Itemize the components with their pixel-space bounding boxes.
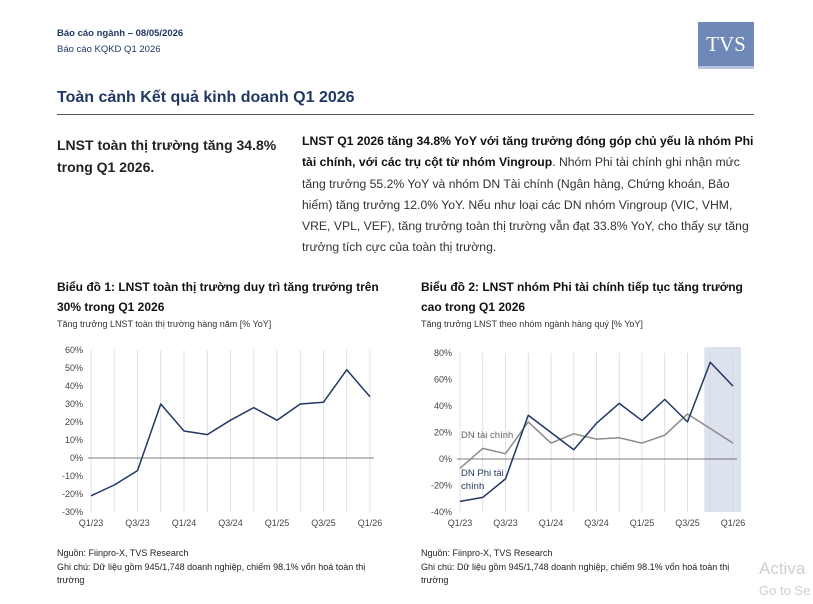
chart2-label-fin: DN tài chính xyxy=(461,430,513,441)
summary-bold-lead: LNST Q1 2026 tăng 34.8% YoY với tăng trư… xyxy=(302,134,754,170)
chart1-x-tick-label: Q1/24 xyxy=(172,518,197,528)
chart1-y-tick-label: -10% xyxy=(62,471,83,481)
chart2-x-tick-label: Q1/26 xyxy=(721,518,746,528)
chart2-label-nonfin: DN Phi tài chính xyxy=(461,468,504,492)
chart2-y-tick-label: 60% xyxy=(434,375,452,385)
chart1-y-tick-label: 10% xyxy=(65,435,83,445)
chart2-highlight-band xyxy=(704,347,741,512)
activation-watermark: Activa xyxy=(759,559,806,578)
summary-paragraph: LNST Q1 2026 tăng 34.8% YoY với tăng trư… xyxy=(302,131,758,259)
chart1-title: Biểu đồ 1: LNST toàn thị trường duy trì … xyxy=(57,280,379,314)
chart1-x-tick-label: Q3/25 xyxy=(311,518,336,528)
chart1-x-tick-label: Q3/24 xyxy=(218,518,243,528)
chart2-x-tick-label: Q1/24 xyxy=(539,518,564,528)
chart1-y-tick-label: -20% xyxy=(62,489,83,499)
chart1-plot: -30% -20% -10% 0% 10% 20% 30% 40% 50% 60% Q1/23 Q3/… xyxy=(62,345,383,528)
chart2-y-tick-label: 80% xyxy=(434,348,452,358)
chart1-y-tick-label: 30% xyxy=(65,399,83,409)
chart1-y-tick-label: -30% xyxy=(62,507,83,517)
chart2-x-tick-label: Q1/25 xyxy=(630,518,655,528)
chart2-x-tick-label: Q3/23 xyxy=(493,518,518,528)
chart1-x-tick-label: Q1/23 xyxy=(79,518,104,528)
activation-watermark-sub: Go to Se xyxy=(759,583,811,598)
chart1-source: Nguồn: Fiinpro-X, TVS Research xyxy=(57,548,189,558)
chart2-x-tick-label: Q1/23 xyxy=(448,518,473,528)
chart1-x-tick-label: Q1/25 xyxy=(265,518,290,528)
chart1-y-tick-label: 60% xyxy=(65,345,83,355)
chart2-y-tick-label: -20% xyxy=(431,481,452,491)
chart1-subtitle: Tăng trưởng LNST toàn thị trường hàng nă… xyxy=(57,319,272,329)
logo-underline xyxy=(698,66,754,69)
chart1-y-tick-label: 0% xyxy=(70,453,83,463)
report-subtitle: Báo cáo KQKD Q1 2026 xyxy=(57,44,161,55)
chart2-series-line-0 xyxy=(459,361,734,503)
summary-body: . Nhóm Phi tài chính ghi nhận mức tăng t… xyxy=(302,155,749,255)
section-rule xyxy=(57,114,754,115)
chart1-x-tick-label: Q1/26 xyxy=(358,518,383,528)
chart2-plot: -40% -20% 0% 20% 40% 60% 80% Q1/23 Q3/23 Q1/24 Q3/… xyxy=(431,347,746,528)
chart2-y-tick-label: 0% xyxy=(439,454,452,464)
chart2-x-tick-label: Q3/25 xyxy=(675,518,700,528)
chart1-y-tick-label: 40% xyxy=(65,381,83,391)
chart1-y-tick-label: 50% xyxy=(65,363,83,373)
chart2-y-tick-label: 40% xyxy=(434,401,452,411)
chart2-y-tick-label: 20% xyxy=(434,428,452,438)
tvs-logo: TVS xyxy=(698,22,754,66)
chart2-series-line-1 xyxy=(459,413,734,469)
chart2-x-tick-label: Q3/24 xyxy=(584,518,609,528)
chart1-note: Ghi chú: Dữ liệu gồm 945/1,748 doanh ngh… xyxy=(57,562,366,585)
chart1-series-line-0 xyxy=(90,369,371,497)
chart2-note: Ghi chú: Dữ liệu gồm 945/1,748 doanh ngh… xyxy=(421,562,730,585)
section-title: Toàn cảnh Kết quả kinh doanh Q1 2026 xyxy=(57,89,355,106)
chart1-x-tick-label: Q3/23 xyxy=(125,518,150,528)
summary-headline: LNST toàn thị trường tăng 34.8% trong Q1… xyxy=(57,137,277,175)
report-date: Báo cáo ngành – 08/05/2026 xyxy=(57,28,184,39)
chart2-y-tick-label: -40% xyxy=(431,507,452,517)
chart2-title: Biểu đồ 2: LNST nhóm Phi tài chính tiếp … xyxy=(421,280,743,314)
chart1-y-tick-label: 20% xyxy=(65,417,83,427)
chart2-source: Nguồn: Fiinpro-X, TVS Research xyxy=(421,548,553,558)
chart2-subtitle: Tăng trưởng LNST theo nhóm ngành hàng qu… xyxy=(421,319,643,329)
